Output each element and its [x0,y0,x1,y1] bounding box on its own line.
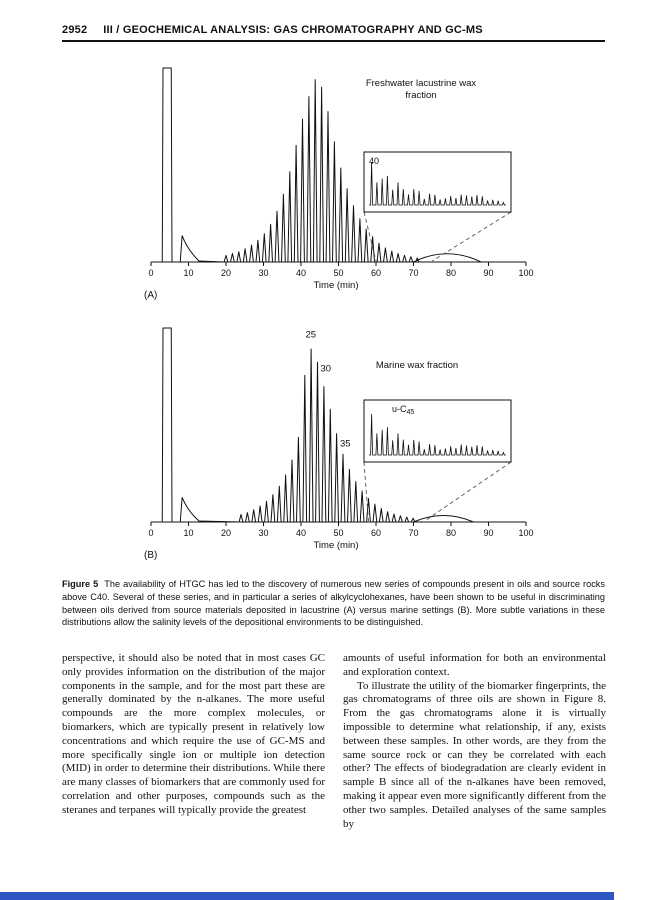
svg-text:60: 60 [371,268,381,278]
svg-text:80: 80 [446,268,456,278]
svg-text:80: 80 [446,528,456,538]
header-rule [62,40,605,42]
page-number: 2952 [62,24,88,36]
svg-text:40: 40 [296,528,306,538]
chromatogram-a-plot: 0 10 20 30 40 50 60 70 80 90 100 40 [148,67,534,278]
chromatogram-b-annotation: Marine wax fraction [375,360,459,371]
chromatogram-b: 0 10 20 30 40 50 60 70 80 90 100 25 30 35 u-C45 Marine… [136,312,536,568]
svg-text:0: 0 [148,528,153,538]
running-head: 2952 III / GEOCHEMICAL ANALYSIS: GAS CHRO… [62,24,605,36]
figure-caption-text: The availability of HTGC has led to the … [62,579,605,628]
chromatogram-b-panel-label: (B) [144,550,158,561]
chromatogram-a-panel-label: (A) [144,290,158,301]
body-right-column: amounts of useful information for both a… [343,652,606,831]
svg-text:50: 50 [333,268,343,278]
svg-text:25: 25 [305,330,316,341]
svg-text:50: 50 [333,528,343,538]
svg-text:100: 100 [518,268,533,278]
svg-text:0: 0 [148,268,153,278]
svg-text:10: 10 [183,528,193,538]
chromatogram-a-annotation: Freshwater lacustrine wax fraction [365,78,477,102]
svg-text:70: 70 [408,268,418,278]
svg-text:20: 20 [221,268,231,278]
svg-text:40: 40 [296,268,306,278]
svg-text:100: 100 [518,528,533,538]
body-right-paragraph-2: To illustrate the utility of the biomark… [343,679,606,830]
svg-text:90: 90 [483,528,493,538]
chromatogram-a: 0 10 20 30 40 50 60 70 80 90 100 40 Freshwater lacu… [136,52,536,308]
body-right-paragraph-1: amounts of useful information for both a… [343,652,606,678]
svg-text:30: 30 [258,528,268,538]
figure-caption-label: Figure 5 [62,579,99,589]
figure-caption: Figure 5 The availability of HTGC has led… [62,578,605,629]
bottom-blue-bar [0,892,614,900]
body-left-column: perspective, it should also be noted tha… [62,652,325,818]
running-head-title: III / GEOCHEMICAL ANALYSIS: GAS CHROMATO… [103,24,483,36]
svg-text:20: 20 [221,528,231,538]
svg-text:30: 30 [320,363,331,374]
svg-text:60: 60 [371,528,381,538]
svg-text:35: 35 [340,439,351,450]
svg-text:10: 10 [183,268,193,278]
svg-text:30: 30 [258,268,268,278]
chromatogram-a-xaxis-label: Time (min) [313,280,359,291]
body-left-paragraph: perspective, it should also be noted tha… [62,652,325,816]
svg-text:70: 70 [408,528,418,538]
svg-text:90: 90 [483,268,493,278]
chromatogram-b-xaxis-label: Time (min) [313,540,359,551]
svg-text:40: 40 [369,156,379,166]
